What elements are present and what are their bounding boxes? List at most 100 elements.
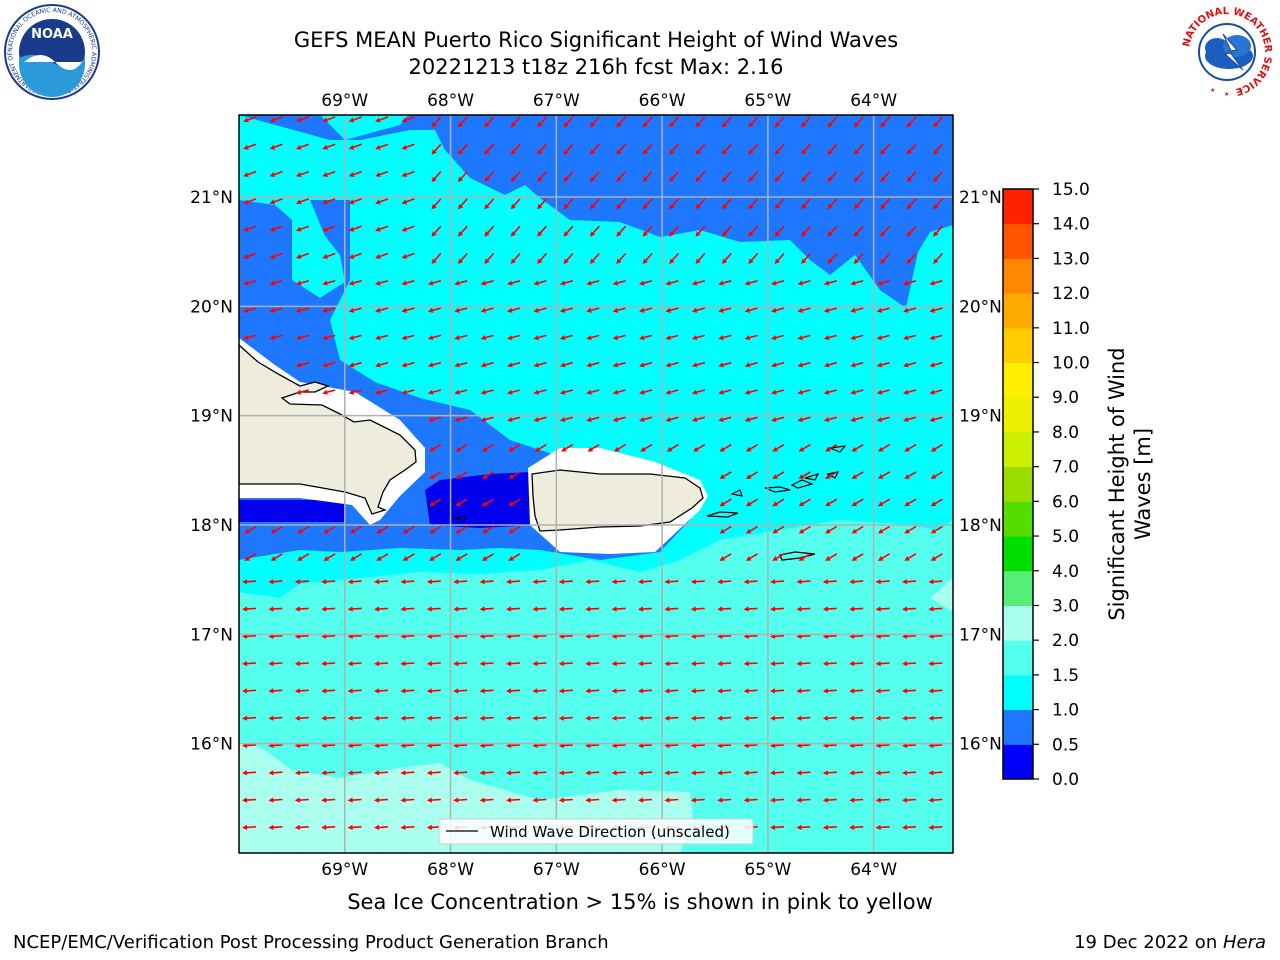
wind-arrow <box>533 361 547 368</box>
wind-arrow-head <box>347 824 353 830</box>
wind-arrow-head <box>242 824 248 830</box>
x-tick-label-bottom: 66°W <box>639 860 686 880</box>
wind-arrow-head <box>269 335 275 341</box>
wind-arrow-head <box>322 335 328 341</box>
wind-arrow-head <box>348 117 355 123</box>
wind-arrow-head <box>457 176 464 183</box>
wind-arrow <box>484 225 495 237</box>
wind-arrow <box>295 252 310 259</box>
wind-arrow-head <box>825 501 831 507</box>
wind-arrow <box>825 471 838 479</box>
wind-arrow <box>669 198 679 210</box>
wind-arrow-head <box>877 474 884 479</box>
wind-arrow-head <box>825 556 831 561</box>
colorbar-tick-label: 1.0 <box>1052 701 1079 721</box>
wind-arrow-head <box>638 661 644 667</box>
wind-arrow-head <box>669 176 675 183</box>
wind-arrow-head <box>374 715 380 721</box>
wind-arrow-head <box>375 307 381 313</box>
wind-arrow <box>400 824 415 830</box>
wind-arrow-head <box>348 172 355 178</box>
wind-arrow <box>849 688 864 694</box>
wind-arrow-head <box>533 280 539 286</box>
wind-arrow-head <box>638 606 644 612</box>
wind-arrow <box>295 280 310 286</box>
y-tick-label-right: 21°N <box>959 188 1002 208</box>
wind-arrow-head <box>616 203 622 210</box>
wind-arrow <box>558 606 573 612</box>
wind-arrow <box>875 770 890 776</box>
wind-arrow <box>321 661 336 667</box>
wind-arrow-head <box>902 715 908 721</box>
wind-arrow-head <box>585 715 591 721</box>
wind-arrow-head <box>611 688 617 694</box>
wind-arrow-shaft <box>455 854 467 855</box>
wind-arrow-head <box>429 556 435 561</box>
wind-arrow-head <box>717 770 723 776</box>
wind-arrow <box>875 824 890 830</box>
wind-arrow <box>429 525 442 534</box>
wind-arrow-head <box>426 688 432 694</box>
wind-arrow-head <box>589 258 596 264</box>
wind-arrow-head <box>851 501 858 507</box>
wind-arrow-head <box>718 389 724 395</box>
wind-arrow-head <box>585 606 591 612</box>
wind-arrow <box>906 171 917 183</box>
wind-arrow <box>772 498 785 507</box>
wind-arrow <box>400 661 415 667</box>
wind-arrow-head <box>853 176 860 183</box>
wind-arrow-head <box>719 528 726 534</box>
wind-arrow <box>665 307 679 313</box>
wind-arrow <box>431 252 442 264</box>
wind-arrow <box>401 170 415 178</box>
wind-arrow-head <box>294 824 300 830</box>
wind-arrow <box>933 252 943 264</box>
wind-arrow <box>743 797 758 803</box>
wind-arrow-head <box>453 688 459 694</box>
wind-arrow <box>479 797 494 803</box>
wind-arrow-head <box>455 528 462 534</box>
wind-arrow-head <box>718 280 724 286</box>
wind-arrow-head <box>559 335 566 341</box>
wind-arrow <box>558 715 573 721</box>
wind-arrow <box>479 715 494 721</box>
wind-arrow <box>638 770 653 776</box>
noaa-logo: NATIONAL OCEANIC AND ATMOSPHERIC ADMINIS… <box>2 2 100 100</box>
wind-arrow-head <box>510 122 516 128</box>
wind-arrow <box>827 171 838 183</box>
colorbar-tick-label: 11.0 <box>1052 319 1090 339</box>
wind-arrow <box>770 797 785 803</box>
wind-arrow-head <box>454 307 460 313</box>
wind-arrow <box>510 225 521 237</box>
wind-arrow <box>507 334 521 341</box>
wind-arrow-head <box>586 280 592 286</box>
wind-arrow-head <box>269 199 276 205</box>
wind-arrow-head <box>401 199 408 205</box>
wind-arrow <box>375 143 389 150</box>
wind-arrow-head <box>322 254 328 259</box>
x-tick-label-top: 64°W <box>850 91 897 111</box>
wind-arrow-head <box>876 307 883 313</box>
wind-arrow-head <box>850 362 856 368</box>
wind-arrow <box>612 416 626 423</box>
wind-arrow-head <box>748 231 754 237</box>
wind-arrow-head <box>484 258 490 264</box>
wind-arrow-head <box>401 144 408 150</box>
wind-arrow <box>347 770 362 776</box>
wind-arrow-head <box>347 606 353 612</box>
wind-arrow-shaft <box>930 854 942 855</box>
y-tick-label-left: 20°N <box>190 297 233 317</box>
wind-arrow <box>850 416 864 423</box>
wind-arrow <box>798 553 811 561</box>
wind-arrow <box>375 225 389 232</box>
wind-arrow <box>268 688 283 694</box>
wind-arrow-head <box>348 389 355 395</box>
wind-arrow <box>480 416 494 423</box>
wind-arrow-head <box>825 446 831 452</box>
wind-arrow <box>295 170 310 178</box>
wind-arrow <box>850 361 864 368</box>
wind-arrow <box>479 579 494 585</box>
wind-arrow-head <box>745 501 752 507</box>
wind-arrow <box>429 443 442 452</box>
wind-arrow-head <box>537 231 543 237</box>
